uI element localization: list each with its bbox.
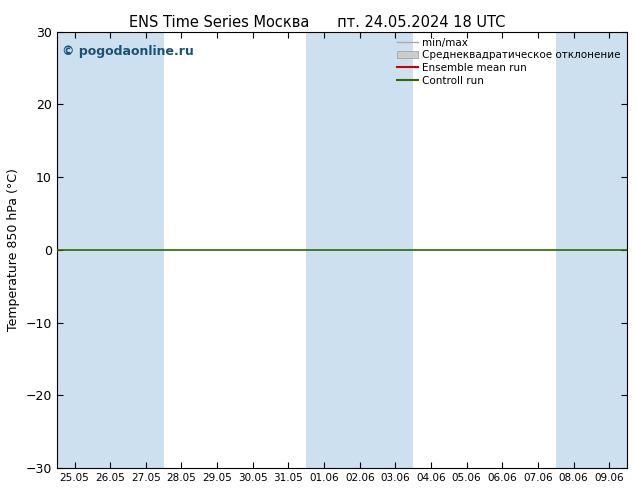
Bar: [306, 31, 413, 468]
Text: ENS Time Series Москва      пт. 24.05.2024 18 UTC: ENS Time Series Москва пт. 24.05.2024 18…: [129, 15, 505, 30]
Legend: min/max, Среднеквадратическое отклонение, Ensemble mean run, Controll run: min/max, Среднеквадратическое отклонение…: [393, 34, 625, 90]
Y-axis label: Temperature 850 hPa (°C): Temperature 850 hPa (°C): [7, 169, 20, 331]
Bar: [56, 31, 164, 468]
Text: © pogodaonline.ru: © pogodaonline.ru: [62, 45, 194, 58]
Bar: [556, 31, 627, 468]
